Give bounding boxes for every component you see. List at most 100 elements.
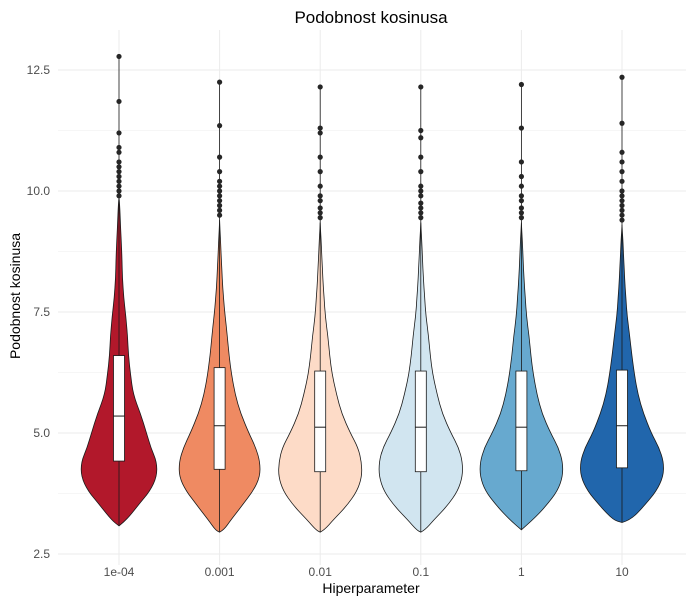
outlier-point (116, 173, 122, 180)
y-tick-label: 7.5 (33, 305, 50, 319)
outlier-point (217, 212, 223, 218)
outlier-point (217, 207, 223, 213)
chart-title: Podobnost kosinusa (294, 8, 448, 27)
outlier-point (217, 198, 223, 204)
outlier-point (116, 183, 122, 189)
outlier-point (418, 188, 424, 194)
box-iqr (515, 370, 528, 472)
outlier-point (217, 79, 223, 85)
outlier-point (317, 125, 323, 131)
violin-group (80, 53, 158, 527)
outlier-point (217, 178, 223, 184)
outlier-point (317, 205, 323, 211)
outlier-point (217, 183, 223, 189)
y-axis-title: Podobnost kosinusa (7, 233, 23, 359)
violin-group (278, 84, 363, 533)
outlier-point (217, 123, 223, 129)
outlier-point (619, 198, 625, 204)
box-iqr (616, 369, 628, 469)
outlier-point (418, 154, 424, 160)
outlier-point (619, 169, 625, 175)
x-tick-label: 0.1 (412, 565, 429, 579)
outlier-point (619, 212, 625, 218)
outlier-point (418, 210, 424, 216)
outlier-point (619, 120, 625, 126)
outlier-point (619, 178, 625, 184)
violin-group (178, 79, 261, 533)
outlier-point (317, 84, 323, 90)
violin-group (479, 81, 564, 531)
x-tick-label: 0.001 (205, 565, 235, 579)
outlier-point (418, 84, 424, 90)
outlier-point (418, 205, 424, 211)
outlier-point (116, 193, 122, 199)
outlier-point (518, 183, 525, 189)
outlier-point (217, 169, 223, 175)
outlier-point (116, 169, 122, 175)
outlier-point (619, 202, 625, 209)
outlier-point (518, 193, 525, 199)
box-iqr (414, 370, 427, 473)
outlier-point (116, 130, 122, 136)
box-iqr (113, 355, 125, 462)
violin-series (80, 53, 664, 533)
outlier-point (116, 188, 122, 194)
outlier-point (619, 149, 625, 155)
outlier-point (518, 215, 525, 221)
x-tick-label: 1 (518, 565, 525, 579)
outlier-point (317, 215, 323, 221)
outlier-point (217, 202, 223, 209)
outlier-point (116, 98, 122, 105)
outlier-point (317, 210, 323, 216)
outlier-point (217, 188, 223, 194)
outlier-point (518, 81, 525, 88)
y-tick-label: 2.5 (33, 547, 50, 561)
outlier-point (518, 198, 525, 204)
outlier-point (317, 154, 323, 160)
outlier-point (317, 130, 323, 136)
outlier-point (418, 183, 424, 189)
outlier-point (217, 193, 223, 199)
y-tick-label: 10.0 (27, 184, 51, 198)
outlier-point (619, 159, 625, 165)
outlier-point (518, 173, 525, 180)
outlier-point (116, 164, 122, 170)
outlier-point (619, 74, 625, 80)
x-tick-label: 0.01 (309, 565, 333, 579)
outlier-point (518, 205, 525, 211)
outlier-point (116, 53, 122, 60)
outlier-point (317, 183, 323, 189)
outlier-point (418, 135, 424, 141)
outlier-point (116, 159, 122, 165)
x-axis-ticks: 1e-04 0.001 0.01 0.1 1 10 (104, 565, 629, 579)
outlier-point (217, 154, 223, 160)
y-tick-label: 12.5 (27, 63, 51, 77)
outlier-point (418, 215, 424, 221)
y-tick-label: 5.0 (33, 426, 50, 440)
outlier-point (518, 159, 525, 165)
outlier-point (518, 125, 525, 131)
box-iqr (314, 370, 327, 473)
y-axis-ticks: 2.5 5.0 7.5 10.0 12.5 (27, 63, 51, 561)
x-tick-label: 10 (615, 565, 629, 579)
violin-group (378, 84, 463, 533)
outlier-point (116, 178, 122, 184)
outlier-point (418, 200, 424, 206)
outlier-point (116, 149, 122, 155)
outlier-point (317, 198, 323, 204)
outlier-point (317, 169, 323, 175)
outlier-point (619, 207, 625, 213)
outlier-point (418, 169, 424, 175)
outlier-point (418, 193, 424, 199)
outlier-point (317, 193, 323, 199)
x-tick-label: 1e-04 (104, 565, 135, 579)
x-axis-title: Hiperparameter (322, 580, 420, 596)
outlier-point (418, 127, 424, 134)
outlier-point (619, 217, 625, 223)
outlier-point (518, 210, 525, 216)
outlier-point (619, 188, 625, 194)
outlier-point (619, 193, 625, 199)
violin-group (580, 74, 664, 523)
outlier-point (116, 144, 122, 151)
